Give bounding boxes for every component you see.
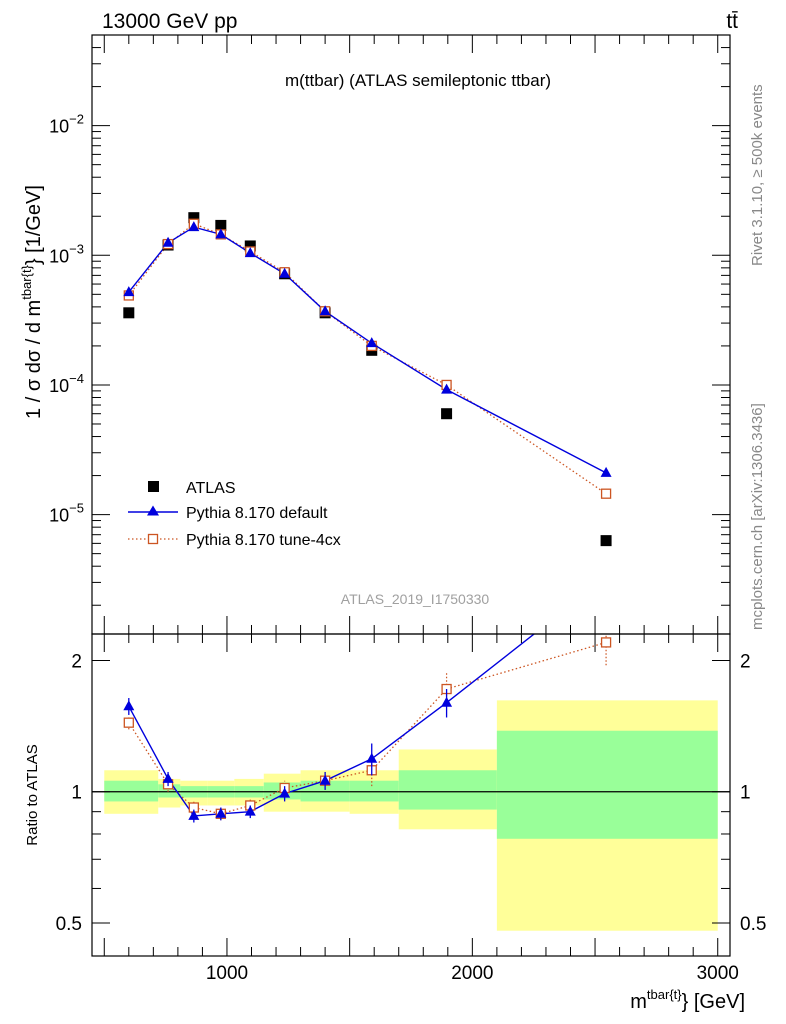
ratio-point-pythia-tune — [600, 637, 612, 648]
rivet-version-label: Rivet 3.1.10, ≥ 500k events — [749, 84, 766, 266]
data-point-atlas — [244, 240, 256, 252]
ratio-point-pythia-default — [215, 807, 227, 818]
energy-label: 13000 GeV pp — [102, 10, 237, 33]
ratio-x-tick-label: 1000 — [206, 963, 248, 984]
main-y-tick-label: 10−4 — [49, 371, 84, 396]
tick-exponent: −2 — [69, 112, 84, 127]
main-panel: m(ttbar) (ATLAS semileptonic ttbar) ATLA… — [19, 34, 731, 635]
ratio-point-pythia-default — [162, 772, 174, 783]
ratio-series-group — [123, 571, 612, 823]
data-point-pythia-default — [123, 286, 135, 297]
main-y-tick-label: 10−5 — [49, 501, 84, 526]
ratio-y-axis-label: Ratio to ATLAS — [24, 744, 41, 845]
x-label-main: m — [630, 991, 647, 1013]
main-plot-content — [123, 212, 612, 547]
legend-label-pythia-tune: Pythia 8.170 tune-4cx — [186, 532, 341, 549]
legend-label-pythia-default: Pythia 8.170 default — [186, 505, 328, 522]
ratio-y-tick-label-left: 0.5 — [56, 914, 82, 935]
y-label-superscript: tbar{t} — [19, 264, 34, 299]
data-point-pythia-default — [244, 247, 256, 258]
uncertainty-band-inner — [398, 770, 497, 810]
tick-exponent: −3 — [69, 241, 84, 256]
ratio-point-pythia-default — [441, 696, 453, 707]
tick-exponent: −5 — [69, 501, 84, 516]
analysis-id: ATLAS_2019_I1750330 — [341, 591, 490, 607]
tick-mantissa: 10 — [49, 376, 69, 396]
ratio-x-tick-label: 3000 — [697, 963, 739, 984]
ratio-point-pythia-default — [123, 700, 135, 711]
ratio-x-tick-label: 2000 — [451, 963, 493, 984]
series-line-pythia-tune — [128, 223, 607, 495]
mcplots-label: mcplots.cern.ch [arXiv:1306.3436] — [749, 403, 766, 630]
data-point-pythia-default — [279, 267, 291, 278]
legend-marker-atlas — [148, 481, 159, 492]
ratio-line-pythia-tune — [128, 641, 607, 815]
legend-marker-pythia-default — [147, 505, 159, 516]
ratio-point-pythia-default — [366, 752, 378, 763]
ratio-line-pythia-default — [128, 634, 536, 817]
legend-marker-pythia-tune — [147, 533, 159, 545]
data-point-atlas — [215, 219, 227, 231]
data-point-pythia-default — [162, 236, 174, 247]
ratio-x-axis-label: mtbar{t}} [GeV] — [630, 987, 745, 1013]
ratio-y-tick-label-right: 0.5 — [740, 914, 766, 935]
ratio-y-tick-label-left: 2 — [71, 651, 82, 672]
ratio-point-pythia-default — [601, 571, 612, 581]
series-line-pythia-default — [128, 226, 607, 474]
tick-exponent: −4 — [69, 371, 84, 386]
data-point-pythia-default — [441, 383, 453, 394]
ratio-y-tick-label-left: 1 — [71, 783, 82, 804]
svg-text:1 / σ dσ / d mtbar{t}} [1/GeV]: 1 / σ dσ / d mtbar{t}} [1/GeV] — [19, 185, 45, 419]
data-point-atlas — [188, 212, 200, 224]
ratio-panel: Ratio to ATLAS mtbar{t}} [GeV] 0.5 0.5 1 1 2… — [24, 571, 766, 1013]
legend: ATLAS Pythia 8.170 default Pythia 8.170 … — [128, 480, 341, 549]
data-point-atlas — [123, 307, 135, 319]
uncertainty-band-inner — [349, 780, 399, 802]
ratio-y-tick-label-right: 1 — [740, 783, 751, 804]
tick-mantissa: 10 — [49, 117, 69, 137]
tick-mantissa: 10 — [49, 506, 69, 526]
data-point-pythia-default — [319, 305, 331, 316]
ratio-y-tick-label-right: 2 — [740, 651, 751, 672]
ratio-plot-content — [92, 571, 730, 931]
data-point-pythia-default — [366, 337, 378, 348]
legend-label-atlas: ATLAS — [186, 480, 236, 497]
y-label-unit: } [1/GeV] — [23, 185, 45, 265]
ratio-point-pythia-default — [279, 787, 291, 798]
x-label-superscript: tbar{t} — [647, 987, 682, 1002]
ratio-point-pythia-default — [188, 809, 200, 820]
data-point-pythia-tune — [600, 488, 612, 499]
ratio-point-pythia-default — [244, 805, 256, 816]
data-point-pythia-default — [215, 228, 227, 239]
ratio-point-pythia-tune — [123, 717, 134, 728]
data-point-pythia-default — [600, 466, 612, 477]
main-y-tick-label: 10−2 — [49, 112, 84, 137]
uncertainty-band-inner — [104, 780, 159, 802]
uncertainty-band-inner — [300, 780, 350, 802]
main-title: m(ttbar) (ATLAS semileptonic ttbar) — [285, 71, 551, 90]
data-point-atlas — [600, 535, 612, 547]
data-point-atlas — [441, 408, 453, 420]
y-label-main: 1 / σ dσ / d m — [23, 300, 45, 419]
main-y-ticks: 10−210−310−410−5 — [49, 34, 730, 634]
ratio-frame — [91, 633, 731, 957]
tick-mantissa: 10 — [49, 246, 69, 266]
x-label-unit: } [GeV] — [682, 991, 745, 1013]
ratio-ticks: 0.5 0.5 1 1 2 2 1000 2000 3000 — [56, 634, 766, 984]
main-y-axis-label: 1 / σ dσ / d mtbar{t}} [1/GeV] — [19, 185, 45, 419]
ratio-point-pythia-default — [319, 774, 331, 785]
uncertainty-band-inner — [496, 730, 718, 839]
main-y-tick-label: 10−3 — [49, 241, 84, 266]
data-point-pythia-default — [188, 221, 200, 232]
process-label: tt̄ — [726, 10, 738, 33]
